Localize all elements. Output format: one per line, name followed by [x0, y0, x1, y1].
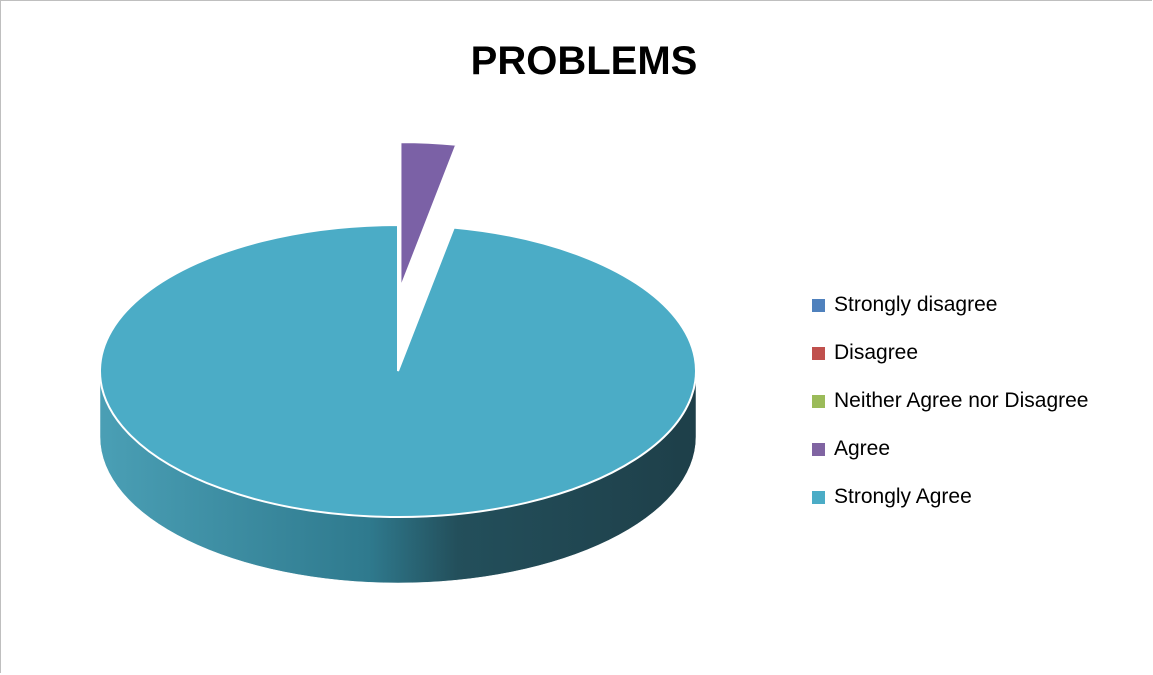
legend-item-disagree: Disagree: [812, 329, 1088, 377]
legend-swatch: [812, 490, 825, 504]
legend-label: Strongly disagree: [834, 293, 998, 316]
slice-strongly-agree: [99, 223, 697, 518]
legend-swatch: [812, 394, 825, 408]
legend-swatch: [812, 442, 825, 456]
legend-swatch: [812, 346, 825, 360]
slice-agree: [399, 141, 458, 289]
legend-item-agree: Agree: [812, 425, 1088, 473]
legend-item-strongly-agree: Strongly Agree: [812, 473, 1088, 521]
legend-swatch: [812, 298, 825, 312]
chart-title: PROBLEMS: [470, 39, 698, 83]
legend-item-neither-agree-nor-disagree: Neither Agree nor Disagree: [812, 377, 1088, 425]
legend: Strongly disagree Disagree Neither Agree n…: [812, 281, 1088, 521]
legend-label: Agree: [834, 437, 891, 460]
legend-label: Neither Agree nor Disagree: [834, 389, 1089, 412]
legend-item-strongly-disagree: Strongly disagree: [812, 281, 1088, 329]
legend-label: Strongly Agree: [834, 485, 972, 508]
legend-label: Disagree: [834, 341, 919, 364]
